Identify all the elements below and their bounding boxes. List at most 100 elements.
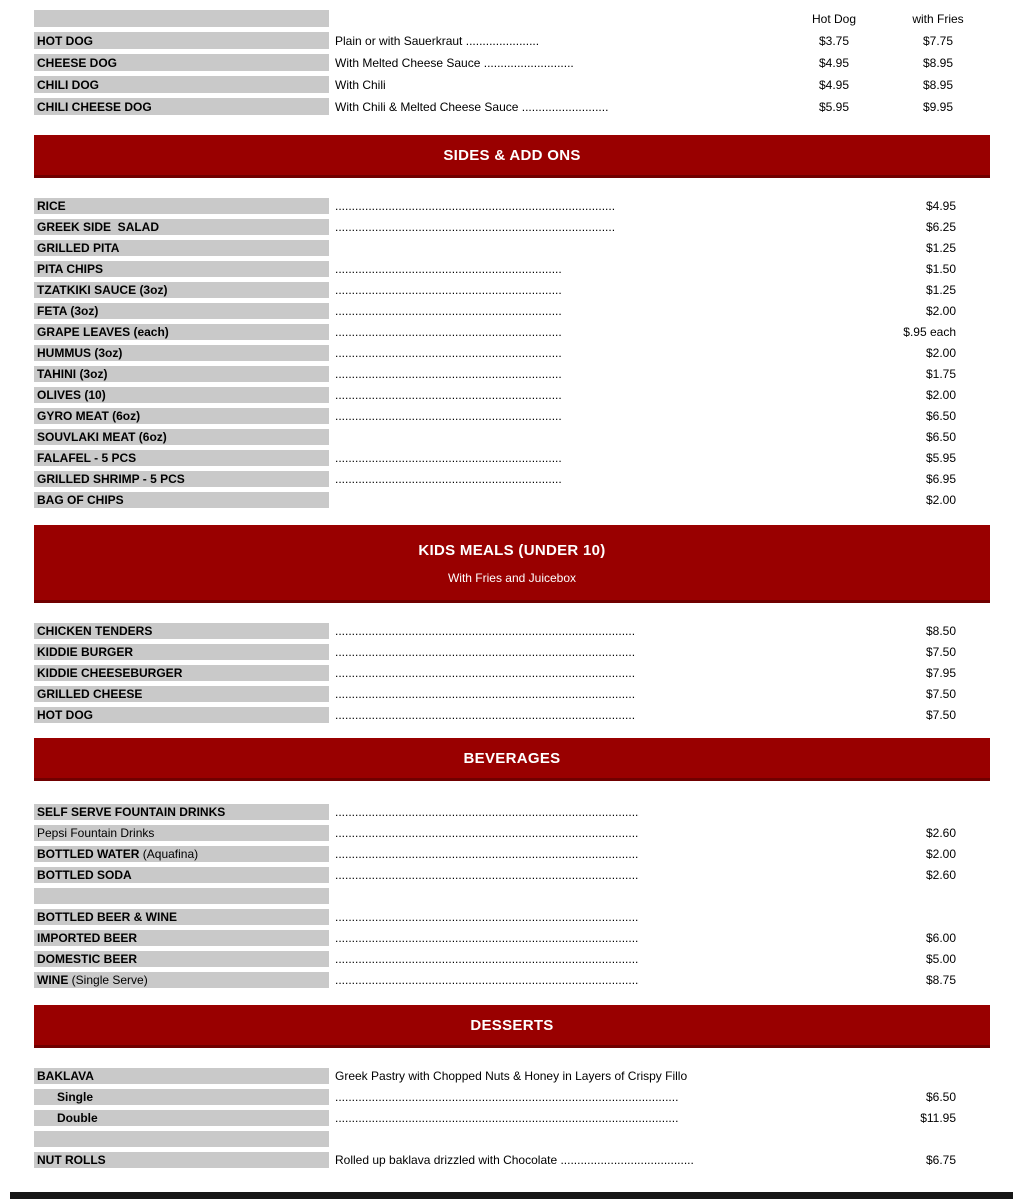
item-price: $11.95: [920, 1111, 956, 1125]
item-label-cell: [34, 888, 329, 904]
item-description: ........................................…: [335, 198, 870, 214]
dot-leader: ........................................: [560, 1153, 694, 1167]
item-description: ........................................…: [335, 471, 870, 487]
item-price: $8.75: [925, 973, 956, 987]
item-label: OLIVES (10): [37, 388, 106, 402]
menu-row: GYRO MEAT (6oz) ........................…: [34, 408, 990, 424]
item-label-normal: Pepsi Fountain Drinks: [37, 826, 155, 840]
dot-leader: ........................................…: [335, 624, 636, 638]
item-label: HOT DOG: [37, 33, 93, 48]
item-label-cell: GRILLED SHRIMP - 5 PCS: [34, 471, 329, 487]
item-price: $2.00: [925, 346, 956, 360]
item-description: ........................................…: [335, 644, 870, 660]
menu-row: KIDDIE CHEESEBURGER ....................…: [34, 665, 990, 681]
item-description: ........................................…: [335, 972, 870, 988]
section-subtitle: With Fries and Juicebox: [447, 571, 577, 585]
menu-row: GRILLED CHEESE .........................…: [34, 686, 990, 702]
menu-row: BOTTLED WATER (Aquafina) ...............…: [34, 846, 990, 862]
menu-row: GRILLED PITA $1.25: [34, 240, 990, 256]
section-title: DESSERTS: [470, 1016, 554, 1034]
item-label-cell: BOTTLED WATER (Aquafina): [34, 846, 329, 862]
dot-leader: ........................................…: [335, 847, 639, 861]
menu-row: FETA (3oz) .............................…: [34, 303, 990, 319]
bottom-divider-bar: [10, 1192, 1013, 1199]
item-description: ........................................…: [335, 387, 870, 403]
item-price: $2.00: [925, 388, 956, 402]
item-description: Rolled up baklava drizzled with Chocolat…: [335, 1152, 870, 1168]
item-description: ........................................…: [335, 219, 870, 235]
hot-dog-table: Hot Dog with Fries HOT DOG Plain or with…: [34, 10, 990, 115]
item-label: BOTTLED BEER & WINE: [37, 910, 177, 924]
item-desc-text: Greek Pastry with Chopped Nuts & Honey i…: [335, 1069, 688, 1083]
item-label: TZATKIKI SAUCE (3oz): [37, 283, 168, 297]
item-description: ........................................…: [335, 846, 870, 862]
dot-leader: ........................................…: [335, 973, 639, 987]
item-price-hot-dog: $5.95: [818, 99, 850, 114]
item-price-hot-dog: $3.75: [818, 33, 850, 48]
item-description: [335, 429, 870, 445]
menu-row: DOMESTIC BEER ..........................…: [34, 951, 990, 967]
item-price: $5.00: [925, 952, 956, 966]
item-label: PITA CHIPS: [37, 262, 104, 276]
item-desc-text: With Melted Cheese Sauce: [335, 55, 484, 70]
item-description: [335, 492, 870, 508]
item-price-hot-dog: $4.95: [818, 55, 850, 70]
item-label-cell: WINE (Single Serve): [34, 972, 329, 988]
hot-dog-rows: HOT DOG Plain or with Sauerkraut .......…: [34, 32, 990, 115]
menu-row: KIDDIE BURGER ..........................…: [34, 644, 990, 660]
item-label: TAHINI (3oz): [37, 367, 108, 381]
item-label-cell: FALAFEL - 5 PCS: [34, 450, 329, 466]
menu-row: WINE (Single Serve) ....................…: [34, 972, 990, 988]
item-price: $.95 each: [903, 325, 956, 339]
item-description: ........................................…: [335, 324, 870, 340]
item-label: CHICKEN TENDERS: [37, 624, 153, 638]
item-description: ........................................…: [335, 345, 870, 361]
item-label: RICE: [37, 199, 66, 213]
item-price: $2.00: [925, 847, 956, 861]
dot-leader: ........................................…: [335, 451, 562, 465]
menu-row: IMPORTED BEER ..........................…: [34, 930, 990, 946]
item-label-cell: CHILI CHEESE DOG: [34, 98, 329, 115]
item-label-cell: SOUVLAKI MEAT (6oz): [34, 429, 329, 445]
section-banner-sides: SIDES & ADD ONS: [34, 135, 990, 178]
item-price: [870, 1068, 990, 1084]
menu-row: GREEK SIDE SALAD .......................…: [34, 219, 990, 235]
sides-rows: RICE ...................................…: [34, 198, 990, 508]
dot-leader: ........................................…: [335, 708, 636, 722]
item-price: $6.50: [925, 409, 956, 423]
item-price: $7.50: [925, 687, 956, 701]
item-label-cell: TAHINI (3oz): [34, 366, 329, 382]
item-price: [870, 909, 990, 925]
item-label-cell: CHILI DOG: [34, 76, 329, 93]
item-description: ........................................…: [335, 930, 870, 946]
section-title: SIDES & ADD ONS: [443, 146, 581, 164]
item-label: KIDDIE CHEESEBURGER: [37, 666, 183, 680]
item-description: With Chili & Melted Cheese Sauce .......…: [335, 98, 782, 115]
item-description: ........................................…: [335, 1089, 870, 1105]
menu-row: CHILI CHEESE DOG With Chili & Melted Che…: [34, 98, 990, 115]
item-label: HUMMUS (3oz): [37, 346, 123, 360]
desserts-rows: BAKLAVA Greek Pastry with Chopped Nuts &…: [34, 1068, 990, 1168]
item-label-cell: GYRO MEAT (6oz): [34, 408, 329, 424]
item-description: ........................................…: [335, 303, 870, 319]
header-empty-desc-cell: [335, 10, 782, 27]
dot-leader: ........................................…: [335, 409, 562, 423]
item-label: GRILLED PITA: [37, 241, 120, 255]
item-label-cell: GREEK SIDE SALAD: [34, 219, 329, 235]
dot-leader: ........................................…: [335, 645, 636, 659]
item-description: ........................................…: [335, 261, 870, 277]
item-label-cell: GRAPE LEAVES (each): [34, 324, 329, 340]
dot-leader: ........................................…: [335, 931, 639, 945]
menu-row: FALAFEL - 5 PCS ........................…: [34, 450, 990, 466]
dot-leader: ..........................: [521, 99, 609, 114]
item-price: $5.95: [925, 451, 956, 465]
item-price: $2.60: [925, 868, 956, 882]
section-title: KIDS MEALS (UNDER 10): [418, 542, 606, 559]
item-label: SELF SERVE FOUNTAIN DRINKS: [37, 805, 226, 819]
item-label: HOT DOG: [37, 708, 93, 722]
dot-leader: ........................................…: [335, 388, 562, 402]
item-label-cell: DOMESTIC BEER: [34, 951, 329, 967]
menu-row: HOT DOG ................................…: [34, 707, 990, 723]
item-price: $1.25: [925, 283, 956, 297]
